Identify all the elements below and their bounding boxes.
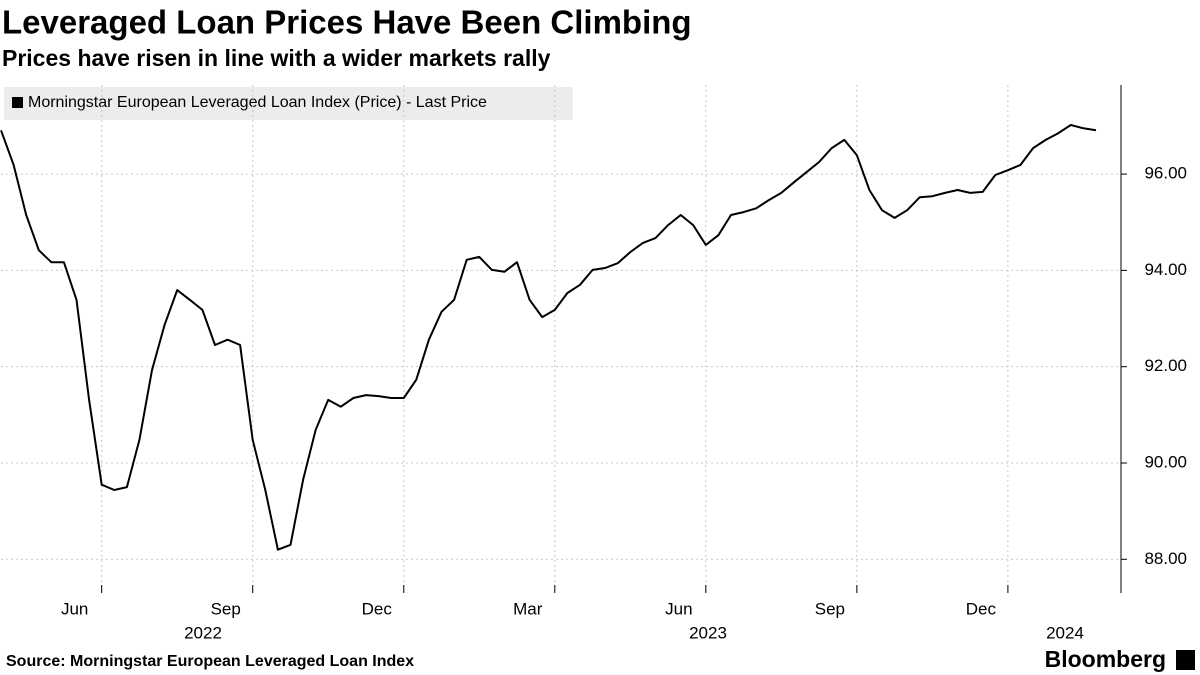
x-year-label: 2024 (1046, 623, 1084, 642)
x-tick-label: Jun (61, 599, 88, 618)
y-tick-label: 92.00 (1144, 356, 1187, 375)
x-tick-label: Sep (211, 599, 241, 618)
x-tick-label: Sep (815, 599, 845, 618)
x-year-label: 2022 (184, 623, 222, 642)
y-tick-label: 88.00 (1144, 549, 1187, 568)
brand-icon (1176, 650, 1195, 670)
chart-subtitle: Prices have risen in line with a wider m… (2, 45, 551, 71)
x-tick-label: Dec (362, 599, 393, 618)
legend-swatch (12, 97, 23, 108)
x-tick-label: Mar (513, 599, 543, 618)
y-tick-label: 96.00 (1144, 164, 1187, 183)
legend-box (4, 87, 573, 120)
brand: Bloomberg (1045, 646, 1166, 672)
y-tick-label: 94.00 (1144, 260, 1187, 279)
x-tick-label: Dec (966, 599, 997, 618)
price-line (0, 124, 1097, 551)
source-note: Source: Morningstar European Leveraged L… (6, 653, 414, 670)
x-year-label: 2023 (689, 623, 727, 642)
y-tick-label: 90.00 (1144, 452, 1187, 471)
chart-title: Leveraged Loan Prices Have Been Climbing (2, 4, 692, 41)
legend-label: Morningstar European Leveraged Loan Inde… (28, 94, 487, 111)
x-tick-label: Jun (665, 599, 692, 618)
